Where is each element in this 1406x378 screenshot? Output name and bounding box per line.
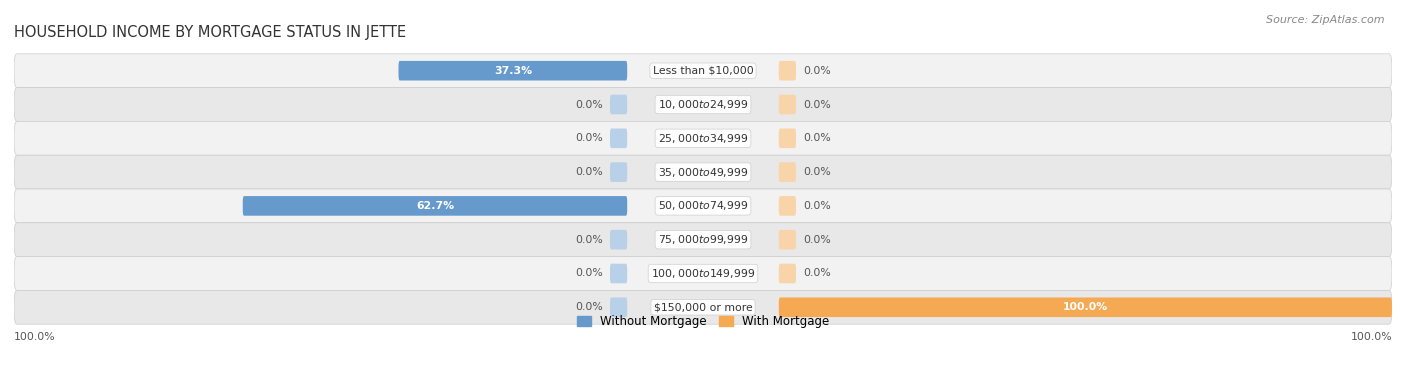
Text: 0.0%: 0.0% [575,268,603,279]
Text: 0.0%: 0.0% [575,167,603,177]
FancyBboxPatch shape [779,264,796,283]
FancyBboxPatch shape [243,196,627,216]
FancyBboxPatch shape [14,54,1392,88]
FancyBboxPatch shape [14,189,1392,223]
FancyBboxPatch shape [779,95,796,114]
Text: 0.0%: 0.0% [803,133,831,143]
FancyBboxPatch shape [398,61,627,81]
FancyBboxPatch shape [779,162,796,182]
Text: $35,000 to $49,999: $35,000 to $49,999 [658,166,748,178]
FancyBboxPatch shape [610,230,627,249]
FancyBboxPatch shape [779,297,1392,317]
FancyBboxPatch shape [14,290,1392,324]
Text: 100.0%: 100.0% [1063,302,1108,312]
FancyBboxPatch shape [14,88,1392,121]
Text: 0.0%: 0.0% [803,99,831,110]
Legend: Without Mortgage, With Mortgage: Without Mortgage, With Mortgage [572,310,834,333]
Text: Less than $10,000: Less than $10,000 [652,66,754,76]
Text: 37.3%: 37.3% [494,66,531,76]
Text: 0.0%: 0.0% [575,99,603,110]
Text: $25,000 to $34,999: $25,000 to $34,999 [658,132,748,145]
FancyBboxPatch shape [779,230,796,249]
FancyBboxPatch shape [610,264,627,283]
Text: 0.0%: 0.0% [575,302,603,312]
Text: 0.0%: 0.0% [803,167,831,177]
FancyBboxPatch shape [610,129,627,148]
Text: $100,000 to $149,999: $100,000 to $149,999 [651,267,755,280]
Text: $150,000 or more: $150,000 or more [654,302,752,312]
Text: 100.0%: 100.0% [1350,332,1392,342]
Text: 0.0%: 0.0% [803,268,831,279]
Text: $50,000 to $74,999: $50,000 to $74,999 [658,200,748,212]
FancyBboxPatch shape [779,196,796,216]
FancyBboxPatch shape [779,129,796,148]
FancyBboxPatch shape [779,61,796,81]
FancyBboxPatch shape [610,95,627,114]
Text: Source: ZipAtlas.com: Source: ZipAtlas.com [1267,15,1385,25]
Text: 0.0%: 0.0% [803,66,831,76]
FancyBboxPatch shape [14,155,1392,189]
Text: 0.0%: 0.0% [575,235,603,245]
FancyBboxPatch shape [610,162,627,182]
Text: 100.0%: 100.0% [14,332,56,342]
FancyBboxPatch shape [610,297,627,317]
FancyBboxPatch shape [14,223,1392,257]
Text: 0.0%: 0.0% [803,201,831,211]
Text: $10,000 to $24,999: $10,000 to $24,999 [658,98,748,111]
Text: $75,000 to $99,999: $75,000 to $99,999 [658,233,748,246]
Text: 0.0%: 0.0% [803,235,831,245]
FancyBboxPatch shape [14,121,1392,155]
Text: 0.0%: 0.0% [575,133,603,143]
Text: 62.7%: 62.7% [416,201,454,211]
Text: HOUSEHOLD INCOME BY MORTGAGE STATUS IN JETTE: HOUSEHOLD INCOME BY MORTGAGE STATUS IN J… [14,25,406,40]
FancyBboxPatch shape [14,257,1392,290]
